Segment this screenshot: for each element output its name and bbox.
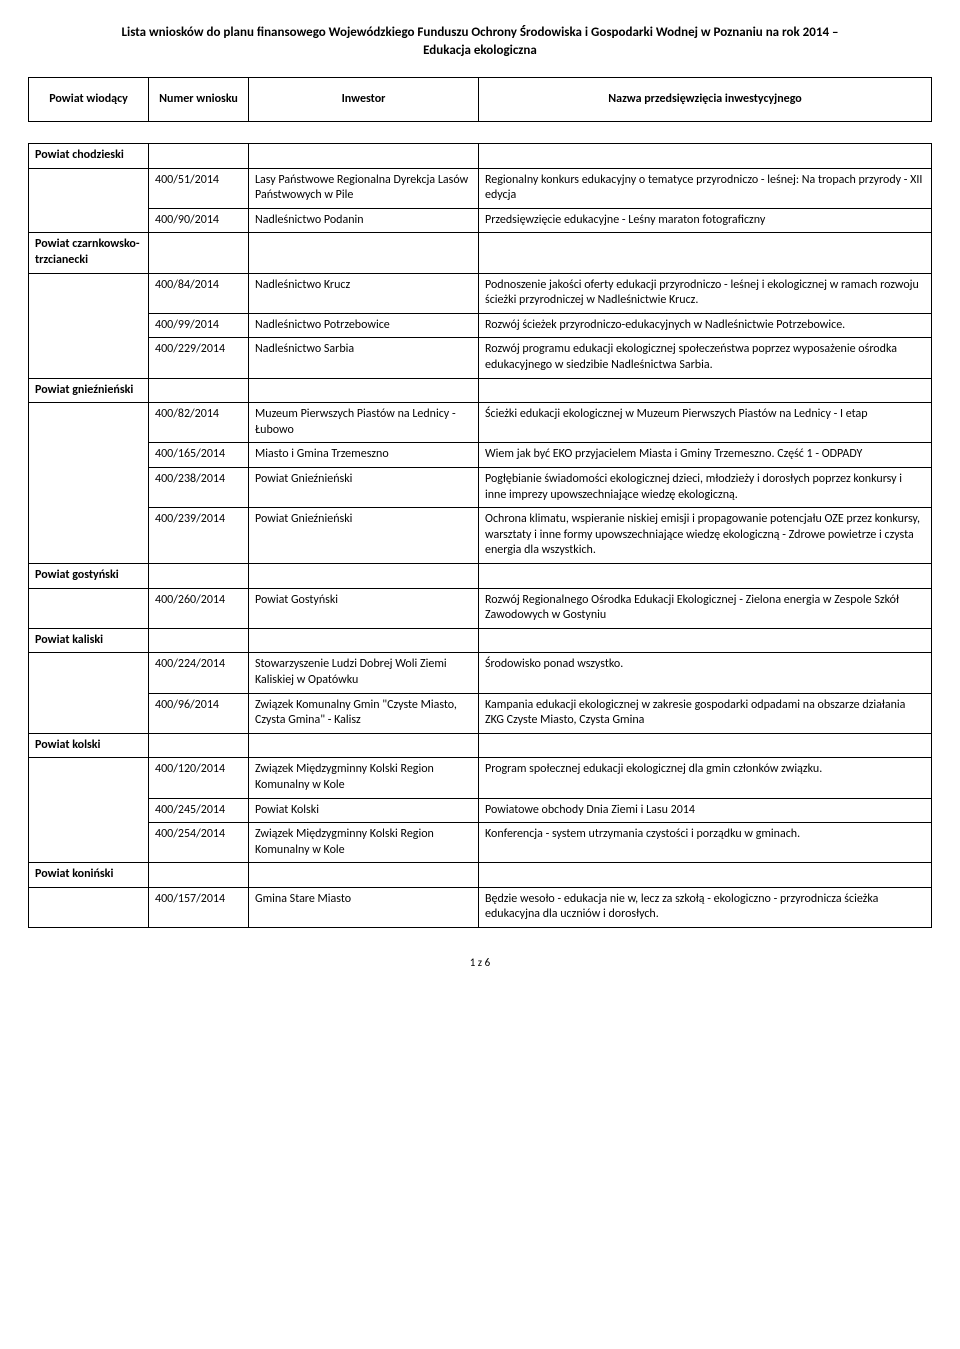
cell-inv: Związek Międzygminny Kolski Region Komun… — [249, 758, 479, 798]
table-row: 400/229/2014 Nadleśnictwo Sarbia Rozwój … — [29, 338, 932, 378]
cell-num: 400/245/2014 — [149, 798, 249, 823]
header-inwestor: Inwestor — [249, 78, 479, 122]
table-row: Powiat czarnkowsko-trzcianecki — [29, 233, 932, 273]
cell-num: 400/238/2014 — [149, 468, 249, 508]
table-row: 400/99/2014 Nadleśnictwo Potrzebowice Ro… — [29, 313, 932, 338]
cell-name: Wiem jak być EKO przyjacielem Miasta i G… — [479, 443, 932, 468]
table-row: 400/254/2014 Związek Międzygminny Kolski… — [29, 823, 932, 863]
document-title: Lista wniosków do planu finansowego Woje… — [28, 24, 932, 59]
cell-inv: Nadleśnictwo Podanin — [249, 208, 479, 233]
table-row: Powiat gnieźnieński — [29, 378, 932, 403]
table-row: 400/84/2014 Nadleśnictwo Krucz Podnoszen… — [29, 273, 932, 313]
cell-num: 400/82/2014 — [149, 403, 249, 443]
table-row: Powiat kaliski — [29, 628, 932, 653]
table-row: 400/165/2014 Miasto i Gmina Trzemeszno W… — [29, 443, 932, 468]
cell-name: Rozwój Regionalnego Ośrodka Edukacji Eko… — [479, 588, 932, 628]
cell-num: 400/90/2014 — [149, 208, 249, 233]
title-line-1: Lista wniosków do planu finansowego Woje… — [122, 25, 839, 40]
powiat-label: Powiat gostyński — [29, 563, 149, 588]
header-row: Powiat wiodący Numer wniosku Inwestor Na… — [29, 78, 932, 122]
cell-num: 400/239/2014 — [149, 508, 249, 564]
cell-num: 400/96/2014 — [149, 693, 249, 733]
header-nazwa: Nazwa przedsięwzięcia inwestycyjnego — [479, 78, 932, 122]
title-line-2: Edukacja ekologiczna — [423, 43, 537, 58]
cell-name: Powiatowe obchody Dnia Ziemi i Lasu 2014 — [479, 798, 932, 823]
table-row: Powiat chodzieski — [29, 144, 932, 169]
table-row: 400/245/2014 Powiat Kolski Powiatowe obc… — [29, 798, 932, 823]
cell-name: Podnoszenie jakości oferty edukacji przy… — [479, 273, 932, 313]
table-row: 400/238/2014 Powiat Gnieźnieński Pogłębi… — [29, 468, 932, 508]
cell-inv: Lasy Państwowe Regionalna Dyrekcja Lasów… — [249, 168, 479, 208]
cell-num: 400/51/2014 — [149, 168, 249, 208]
table-row: 400/260/2014 Powiat Gostyński Rozwój Reg… — [29, 588, 932, 628]
cell-inv: Powiat Gnieźnieński — [249, 468, 479, 508]
cell-num: 400/224/2014 — [149, 653, 249, 693]
cell-name: Konferencja - system utrzymania czystośc… — [479, 823, 932, 863]
powiat-label: Powiat kolski — [29, 733, 149, 758]
cell-inv: Związek Komunalny Gmin "Czyste Miasto, C… — [249, 693, 479, 733]
cell-name: Środowisko ponad wszystko. — [479, 653, 932, 693]
cell-inv: Nadleśnictwo Sarbia — [249, 338, 479, 378]
cell-inv: Miasto i Gmina Trzemeszno — [249, 443, 479, 468]
cell-name: Kampania edukacji ekologicznej w zakresi… — [479, 693, 932, 733]
cell-num: 400/99/2014 — [149, 313, 249, 338]
powiat-label: Powiat czarnkowsko-trzcianecki — [29, 233, 149, 273]
table-row: Powiat koniński — [29, 863, 932, 888]
cell-name: Przedsięwzięcie edukacyjne - Leśny marat… — [479, 208, 932, 233]
cell-inv: Muzeum Pierwszych Piastów na Lednicy - Ł… — [249, 403, 479, 443]
header-numer: Numer wniosku — [149, 78, 249, 122]
powiat-label: Powiat chodzieski — [29, 144, 149, 169]
cell-name: Program społecznej edukacji ekologicznej… — [479, 758, 932, 798]
cell-inv: Nadleśnictwo Potrzebowice — [249, 313, 479, 338]
header-table: Powiat wiodący Numer wniosku Inwestor Na… — [28, 77, 932, 928]
table-row: 400/120/2014 Związek Międzygminny Kolski… — [29, 758, 932, 798]
cell-num: 400/229/2014 — [149, 338, 249, 378]
powiat-label: Powiat koniński — [29, 863, 149, 888]
header-powiat: Powiat wiodący — [29, 78, 149, 122]
cell-num: 400/84/2014 — [149, 273, 249, 313]
table-row: Powiat gostyński — [29, 563, 932, 588]
cell-name: Pogłębianie świadomości ekologicznej dzi… — [479, 468, 932, 508]
cell-inv: Nadleśnictwo Krucz — [249, 273, 479, 313]
table-row: 400/90/2014 Nadleśnictwo Podanin Przedsi… — [29, 208, 932, 233]
powiat-label: Powiat gnieźnieński — [29, 378, 149, 403]
cell-inv: Gmina Stare Miasto — [249, 887, 479, 927]
table-row: 400/224/2014 Stowarzyszenie Ludzi Dobrej… — [29, 653, 932, 693]
table-row: Powiat kolski — [29, 733, 932, 758]
cell-name: Ochrona klimatu, wspieranie niskiej emis… — [479, 508, 932, 564]
cell-num: 400/165/2014 — [149, 443, 249, 468]
page-number: 1 z 6 — [28, 956, 932, 969]
cell-num: 400/260/2014 — [149, 588, 249, 628]
table-row: 400/157/2014 Gmina Stare Miasto Będzie w… — [29, 887, 932, 927]
cell-num: 400/120/2014 — [149, 758, 249, 798]
cell-name: Będzie wesoło - edukacja nie w, lecz za … — [479, 887, 932, 927]
cell-num: 400/254/2014 — [149, 823, 249, 863]
cell-name: Rozwój ścieżek przyrodniczo-edukacyjnych… — [479, 313, 932, 338]
cell-name: Rozwój programu edukacji ekologicznej sp… — [479, 338, 932, 378]
cell-inv: Powiat Kolski — [249, 798, 479, 823]
table-row: 400/96/2014 Związek Komunalny Gmin "Czys… — [29, 693, 932, 733]
powiat-label: Powiat kaliski — [29, 628, 149, 653]
cell-inv: Związek Międzygminny Kolski Region Komun… — [249, 823, 479, 863]
cell-num: 400/157/2014 — [149, 887, 249, 927]
cell-name: Ścieżki edukacji ekologicznej w Muzeum P… — [479, 403, 932, 443]
cell-inv: Stowarzyszenie Ludzi Dobrej Woli Ziemi K… — [249, 653, 479, 693]
table-row: 400/239/2014 Powiat Gnieźnieński Ochrona… — [29, 508, 932, 564]
cell-name: Regionalny konkurs edukacyjny o tematyce… — [479, 168, 932, 208]
table-row: 400/51/2014 Lasy Państwowe Regionalna Dy… — [29, 168, 932, 208]
cell-inv: Powiat Gostyński — [249, 588, 479, 628]
table-row: 400/82/2014 Muzeum Pierwszych Piastów na… — [29, 403, 932, 443]
cell-inv: Powiat Gnieźnieński — [249, 508, 479, 564]
